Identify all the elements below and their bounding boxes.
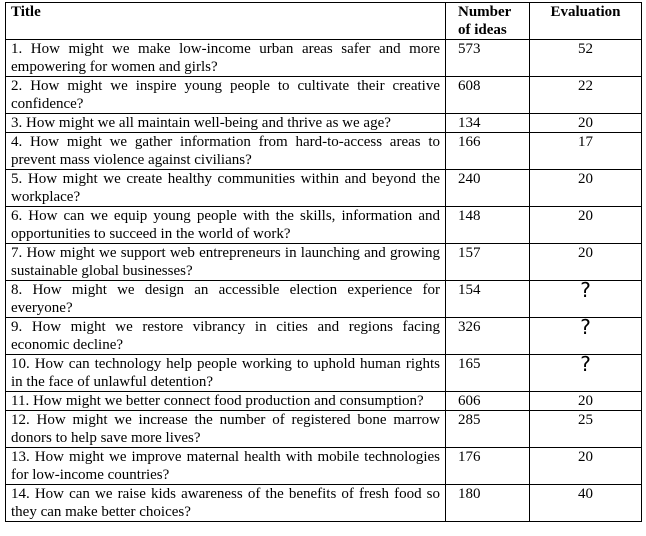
table-row: 10. How can technology help people worki… [5, 354, 642, 392]
row-evaluation-cell: 20 [529, 169, 642, 207]
row-title-cell: 11. How might we better connect food pro… [5, 391, 446, 411]
row-title-cell: 7. How might we support web entrepreneur… [5, 243, 446, 281]
row-title-cell: 12. How might we increase the number of … [5, 410, 446, 448]
table-row: 4. How might we gather information from … [5, 132, 642, 170]
row-evaluation-cell: 20 [529, 206, 642, 244]
row-ideas-cell: 148 [445, 206, 530, 244]
row-ideas-cell: 326 [445, 317, 530, 355]
row-ideas-cell: 157 [445, 243, 530, 281]
header-ideas: Number of ideas [445, 2, 530, 40]
table-row: 12. How might we increase the number of … [5, 410, 642, 448]
row-ideas-cell: 285 [445, 410, 530, 448]
row-title-cell: 13. How might we improve maternal health… [5, 447, 446, 485]
row-ideas-cell: 166 [445, 132, 530, 170]
row-evaluation-cell: 17 [529, 132, 642, 170]
table-row: 2. How might we inspire young people to … [5, 76, 642, 114]
row-ideas-cell: 240 [445, 169, 530, 207]
header-evaluation: Evaluation [529, 2, 642, 40]
table-row: 3. How might we all maintain well-being … [5, 113, 642, 133]
row-evaluation-cell: 20 [529, 391, 642, 411]
row-title-cell: 5. How might we create healthy communiti… [5, 169, 446, 207]
row-ideas-cell: 154 [445, 280, 530, 318]
row-evaluation-cell: ? [529, 280, 642, 318]
ideas-table: Title Number of ideas Evaluation 1. How … [5, 2, 642, 522]
row-evaluation-cell: 22 [529, 76, 642, 114]
row-title-cell: 9. How might we restore vibrancy in citi… [5, 317, 446, 355]
row-ideas-cell: 180 [445, 484, 530, 522]
table-row: 9. How might we restore vibrancy in citi… [5, 317, 642, 355]
row-ideas-cell: 134 [445, 113, 530, 133]
table-row: 11. How might we better connect food pro… [5, 391, 642, 411]
header-row: Title Number of ideas Evaluation [5, 2, 642, 40]
row-evaluation-cell: 40 [529, 484, 642, 522]
row-ideas-cell: 606 [445, 391, 530, 411]
row-title-cell: 1. How might we make low-income urban ar… [5, 39, 446, 77]
row-title-cell: 14. How can we raise kids awareness of t… [5, 484, 446, 522]
table-row: 5. How might we create healthy communiti… [5, 169, 642, 207]
row-evaluation-cell: 20 [529, 243, 642, 281]
row-evaluation-cell: ? [529, 354, 642, 392]
row-evaluation-cell: ? [529, 317, 642, 355]
row-evaluation-cell: 52 [529, 39, 642, 77]
row-ideas-cell: 165 [445, 354, 530, 392]
table-row: 1. How might we make low-income urban ar… [5, 39, 642, 77]
row-title-cell: 6. How can we equip young people with th… [5, 206, 446, 244]
row-title-cell: 8. How might we design an accessible ele… [5, 280, 446, 318]
table-row: 8. How might we design an accessible ele… [5, 280, 642, 318]
table-row: 6. How can we equip young people with th… [5, 206, 642, 244]
row-evaluation-cell: 25 [529, 410, 642, 448]
row-evaluation-cell: 20 [529, 113, 642, 133]
row-title-cell: 10. How can technology help people worki… [5, 354, 446, 392]
row-ideas-cell: 573 [445, 39, 530, 77]
header-title: Title [5, 2, 446, 40]
row-ideas-cell: 608 [445, 76, 530, 114]
row-evaluation-cell: 20 [529, 447, 642, 485]
table-row: 14. How can we raise kids awareness of t… [5, 484, 642, 522]
row-ideas-cell: 176 [445, 447, 530, 485]
table-row: 13. How might we improve maternal health… [5, 447, 642, 485]
row-title-cell: 4. How might we gather information from … [5, 132, 446, 170]
row-title-cell: 3. How might we all maintain well-being … [5, 113, 446, 133]
table-row: 7. How might we support web entrepreneur… [5, 243, 642, 281]
row-title-cell: 2. How might we inspire young people to … [5, 76, 446, 114]
